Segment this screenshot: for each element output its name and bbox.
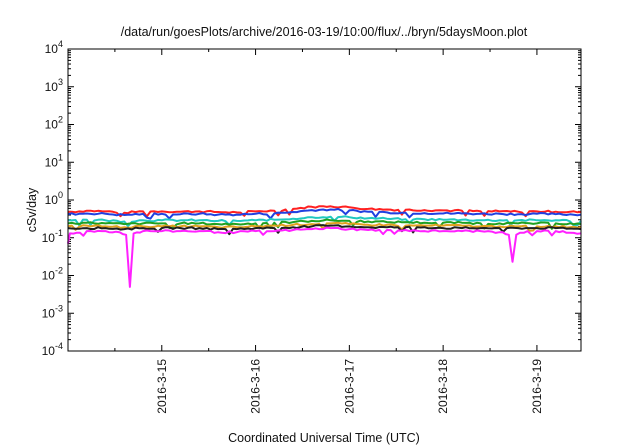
y-tick-label: 10-3 [42, 303, 63, 320]
series-line [67, 218, 582, 230]
y-tick-label: 10-4 [42, 341, 63, 358]
x-tick-label: 2016-3-18 [436, 359, 450, 414]
series-line [67, 208, 582, 220]
x-tick-label: 2016-3-15 [155, 359, 169, 414]
y-tick-label: 104 [45, 39, 63, 56]
series-line [67, 226, 582, 288]
y-tick-label: 101 [45, 152, 63, 169]
x-axis: 2016-3-15 2016-3-16 2016-3-17 2016-3-18 2016… [114, 49, 544, 414]
x-axis-label: Coordinated Universal Time (UTC) [228, 431, 420, 445]
y-tick-label: 102 [45, 115, 63, 132]
y-axis: 10-4 10-3 10-2 10-1 100 101 102 103 104 [42, 39, 581, 358]
x-tick-label: 2016-3-16 [249, 359, 263, 414]
chart-title: /data/run/goesPlots/archive/2016-03-19/1… [121, 25, 528, 39]
plot-frame [67, 48, 582, 352]
series-line [67, 224, 582, 236]
y-tick-label: 10-1 [42, 228, 63, 245]
x-tick-label: 2016-3-19 [530, 359, 544, 414]
y-tick-label: 100 [45, 190, 63, 207]
series-line [67, 205, 582, 218]
y-axis-label: cSv/day [25, 187, 39, 232]
plot-lines [67, 205, 582, 288]
x-tick-label: 2016-3-17 [342, 359, 356, 414]
y-tick-label: 103 [45, 77, 63, 94]
series-line [67, 215, 582, 228]
y-tick-label: 10-2 [42, 266, 63, 283]
